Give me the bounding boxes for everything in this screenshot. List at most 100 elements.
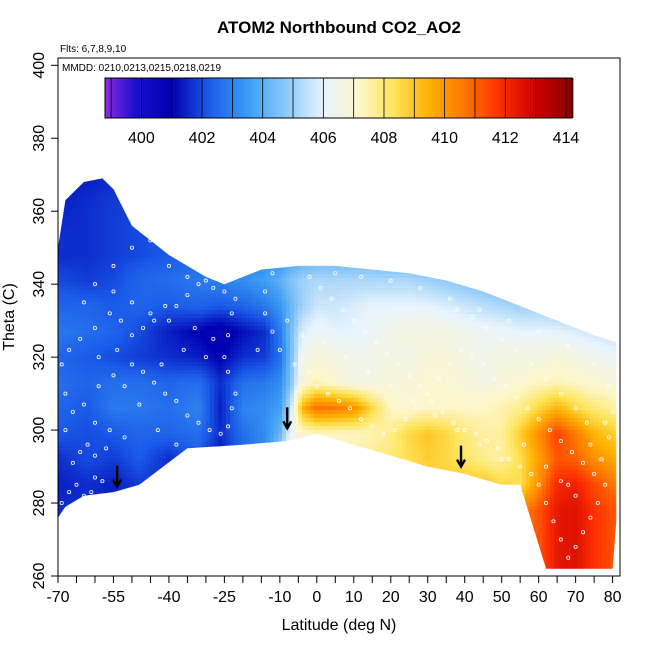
field-cell	[166, 406, 171, 411]
field-cell	[218, 242, 223, 247]
field-cell	[58, 298, 63, 303]
field-cell	[94, 222, 99, 227]
field-cell	[70, 258, 75, 263]
field-cell	[166, 198, 171, 203]
field-cell	[206, 390, 211, 395]
field-cell	[198, 214, 203, 219]
field-cell	[106, 330, 111, 335]
field-cell	[230, 214, 235, 219]
field-cell	[246, 198, 251, 203]
field-cell	[226, 346, 231, 351]
field-cell	[202, 330, 207, 335]
field-cell	[182, 422, 187, 427]
field-cell	[222, 554, 227, 559]
field-cell	[174, 334, 179, 339]
field-cell	[130, 394, 135, 399]
field-cell	[142, 230, 147, 235]
field-cell	[150, 258, 155, 263]
field-cell	[250, 282, 255, 287]
field-cell	[90, 418, 95, 423]
field-cell	[58, 250, 63, 255]
field-cell	[142, 558, 147, 563]
field-cell	[94, 398, 99, 403]
field-cell	[98, 530, 103, 535]
field-cell	[134, 502, 139, 507]
field-cell	[102, 186, 107, 191]
field-cell	[206, 434, 211, 439]
field-cell	[226, 358, 231, 363]
field-cell	[74, 502, 79, 507]
field-cell	[130, 174, 134, 178]
field-cell	[214, 566, 219, 569]
field-cell	[138, 422, 143, 427]
field-cell	[194, 446, 199, 451]
field-cell	[146, 562, 151, 567]
field-cell	[218, 502, 223, 507]
field-cell	[122, 490, 127, 495]
field-cell	[186, 282, 191, 287]
field-cell	[130, 406, 135, 411]
field-cell	[222, 562, 227, 567]
field-cell	[58, 342, 63, 347]
field-cell	[242, 226, 247, 231]
field-cell	[66, 490, 71, 495]
field-cell	[214, 346, 219, 351]
field-cell	[66, 234, 71, 239]
field-cell	[146, 250, 151, 255]
field-cell	[238, 350, 243, 355]
field-cell	[242, 286, 247, 291]
field-cell	[206, 230, 211, 235]
field-cell	[162, 558, 167, 563]
field-cell	[94, 550, 99, 555]
field-cell	[150, 302, 155, 307]
field-cell	[226, 170, 230, 174]
field-cell	[218, 382, 223, 387]
field-cell	[194, 414, 199, 419]
field-cell	[154, 286, 159, 291]
field-cell	[174, 470, 179, 475]
field-cell	[226, 538, 231, 543]
field-cell	[234, 362, 239, 367]
field-cell	[110, 458, 115, 463]
field-cell	[102, 254, 107, 259]
field-cell	[182, 214, 187, 219]
field-cell	[70, 350, 75, 355]
field-cell	[94, 442, 99, 447]
field-cell	[94, 526, 99, 531]
field-cell	[62, 206, 67, 211]
field-cell	[110, 534, 115, 539]
field-cell	[150, 442, 155, 447]
field-cell	[186, 402, 191, 407]
field-cell	[122, 446, 127, 451]
field-cell	[62, 426, 67, 431]
field-cell	[106, 366, 111, 371]
field-cell	[190, 326, 195, 331]
field-cell	[170, 554, 175, 559]
field-cell	[146, 402, 151, 407]
field-cell	[166, 538, 171, 543]
field-cell	[158, 534, 163, 539]
field-cell	[74, 170, 78, 174]
field-cell	[234, 350, 239, 355]
field-cell	[158, 274, 163, 279]
field-cell	[126, 342, 131, 347]
field-cell	[102, 350, 107, 355]
field-cell	[66, 482, 71, 487]
field-cell	[250, 178, 255, 183]
field-cell	[226, 306, 231, 311]
field-cell	[178, 234, 183, 239]
field-cell	[226, 430, 231, 435]
field-cell	[146, 566, 151, 569]
field-cell	[194, 462, 199, 467]
field-cell	[242, 338, 247, 343]
field-cell	[82, 422, 87, 427]
field-cell	[150, 222, 155, 227]
field-cell	[138, 290, 143, 295]
field-cell	[242, 426, 247, 431]
field-cell	[174, 190, 179, 195]
field-cell	[162, 542, 167, 547]
field-cell	[210, 502, 215, 507]
field-cell	[178, 266, 183, 271]
field-cell	[242, 570, 246, 574]
field-cell	[106, 486, 111, 491]
